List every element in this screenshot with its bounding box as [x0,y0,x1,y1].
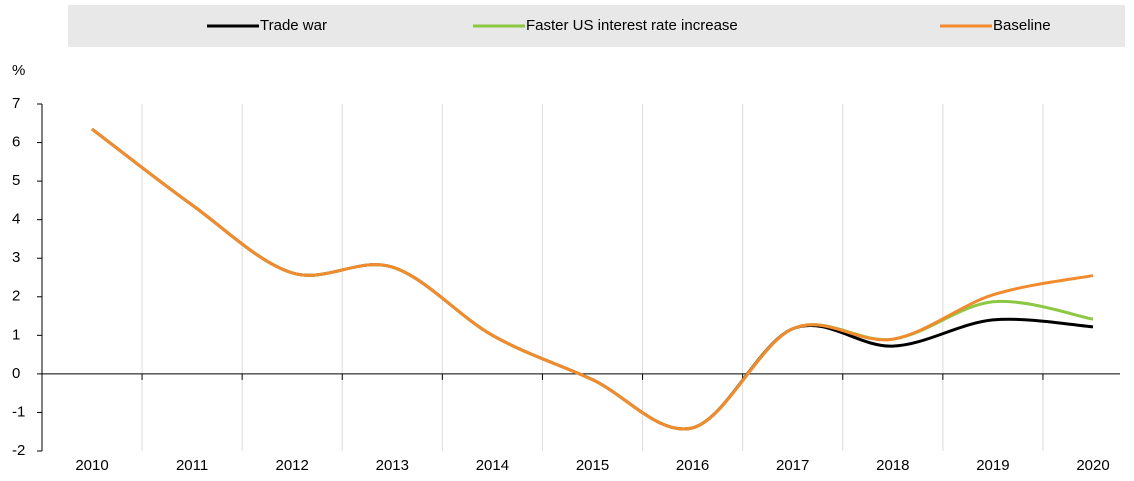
y-tick-label: 0 [12,365,20,382]
y-tick-label: 1 [12,326,20,343]
x-tick-label: 2018 [876,457,909,474]
x-tick-label: 2017 [776,457,809,474]
legend-label: Baseline [993,17,1051,34]
y-tick-label: 6 [12,134,20,151]
x-tick-label: 2014 [476,457,509,474]
y-tick-label: 3 [12,249,20,266]
y-axis-label: % [12,62,25,79]
x-tick-label: 2012 [276,457,309,474]
y-tick-label: 2 [12,288,20,305]
x-tick-label: 2019 [976,457,1009,474]
y-tick-label: 4 [12,211,20,228]
legend-label: Trade war [260,17,327,34]
x-tick-label: 2016 [676,457,709,474]
y-tick-label: -2 [12,442,25,459]
legend-label: Faster US interest rate increase [526,17,738,34]
line-series [91,127,1094,431]
x-tick-label: 2011 [176,457,208,474]
y-tick-label: 5 [12,172,20,189]
x-tick-label: 2020 [1076,457,1109,474]
y-tick-label: -1 [12,403,25,420]
x-tick-label: 2010 [75,457,108,474]
y-tick-label: 7 [12,95,20,112]
x-tick-label: 2013 [376,457,409,474]
x-tick-label: 2015 [576,457,609,474]
